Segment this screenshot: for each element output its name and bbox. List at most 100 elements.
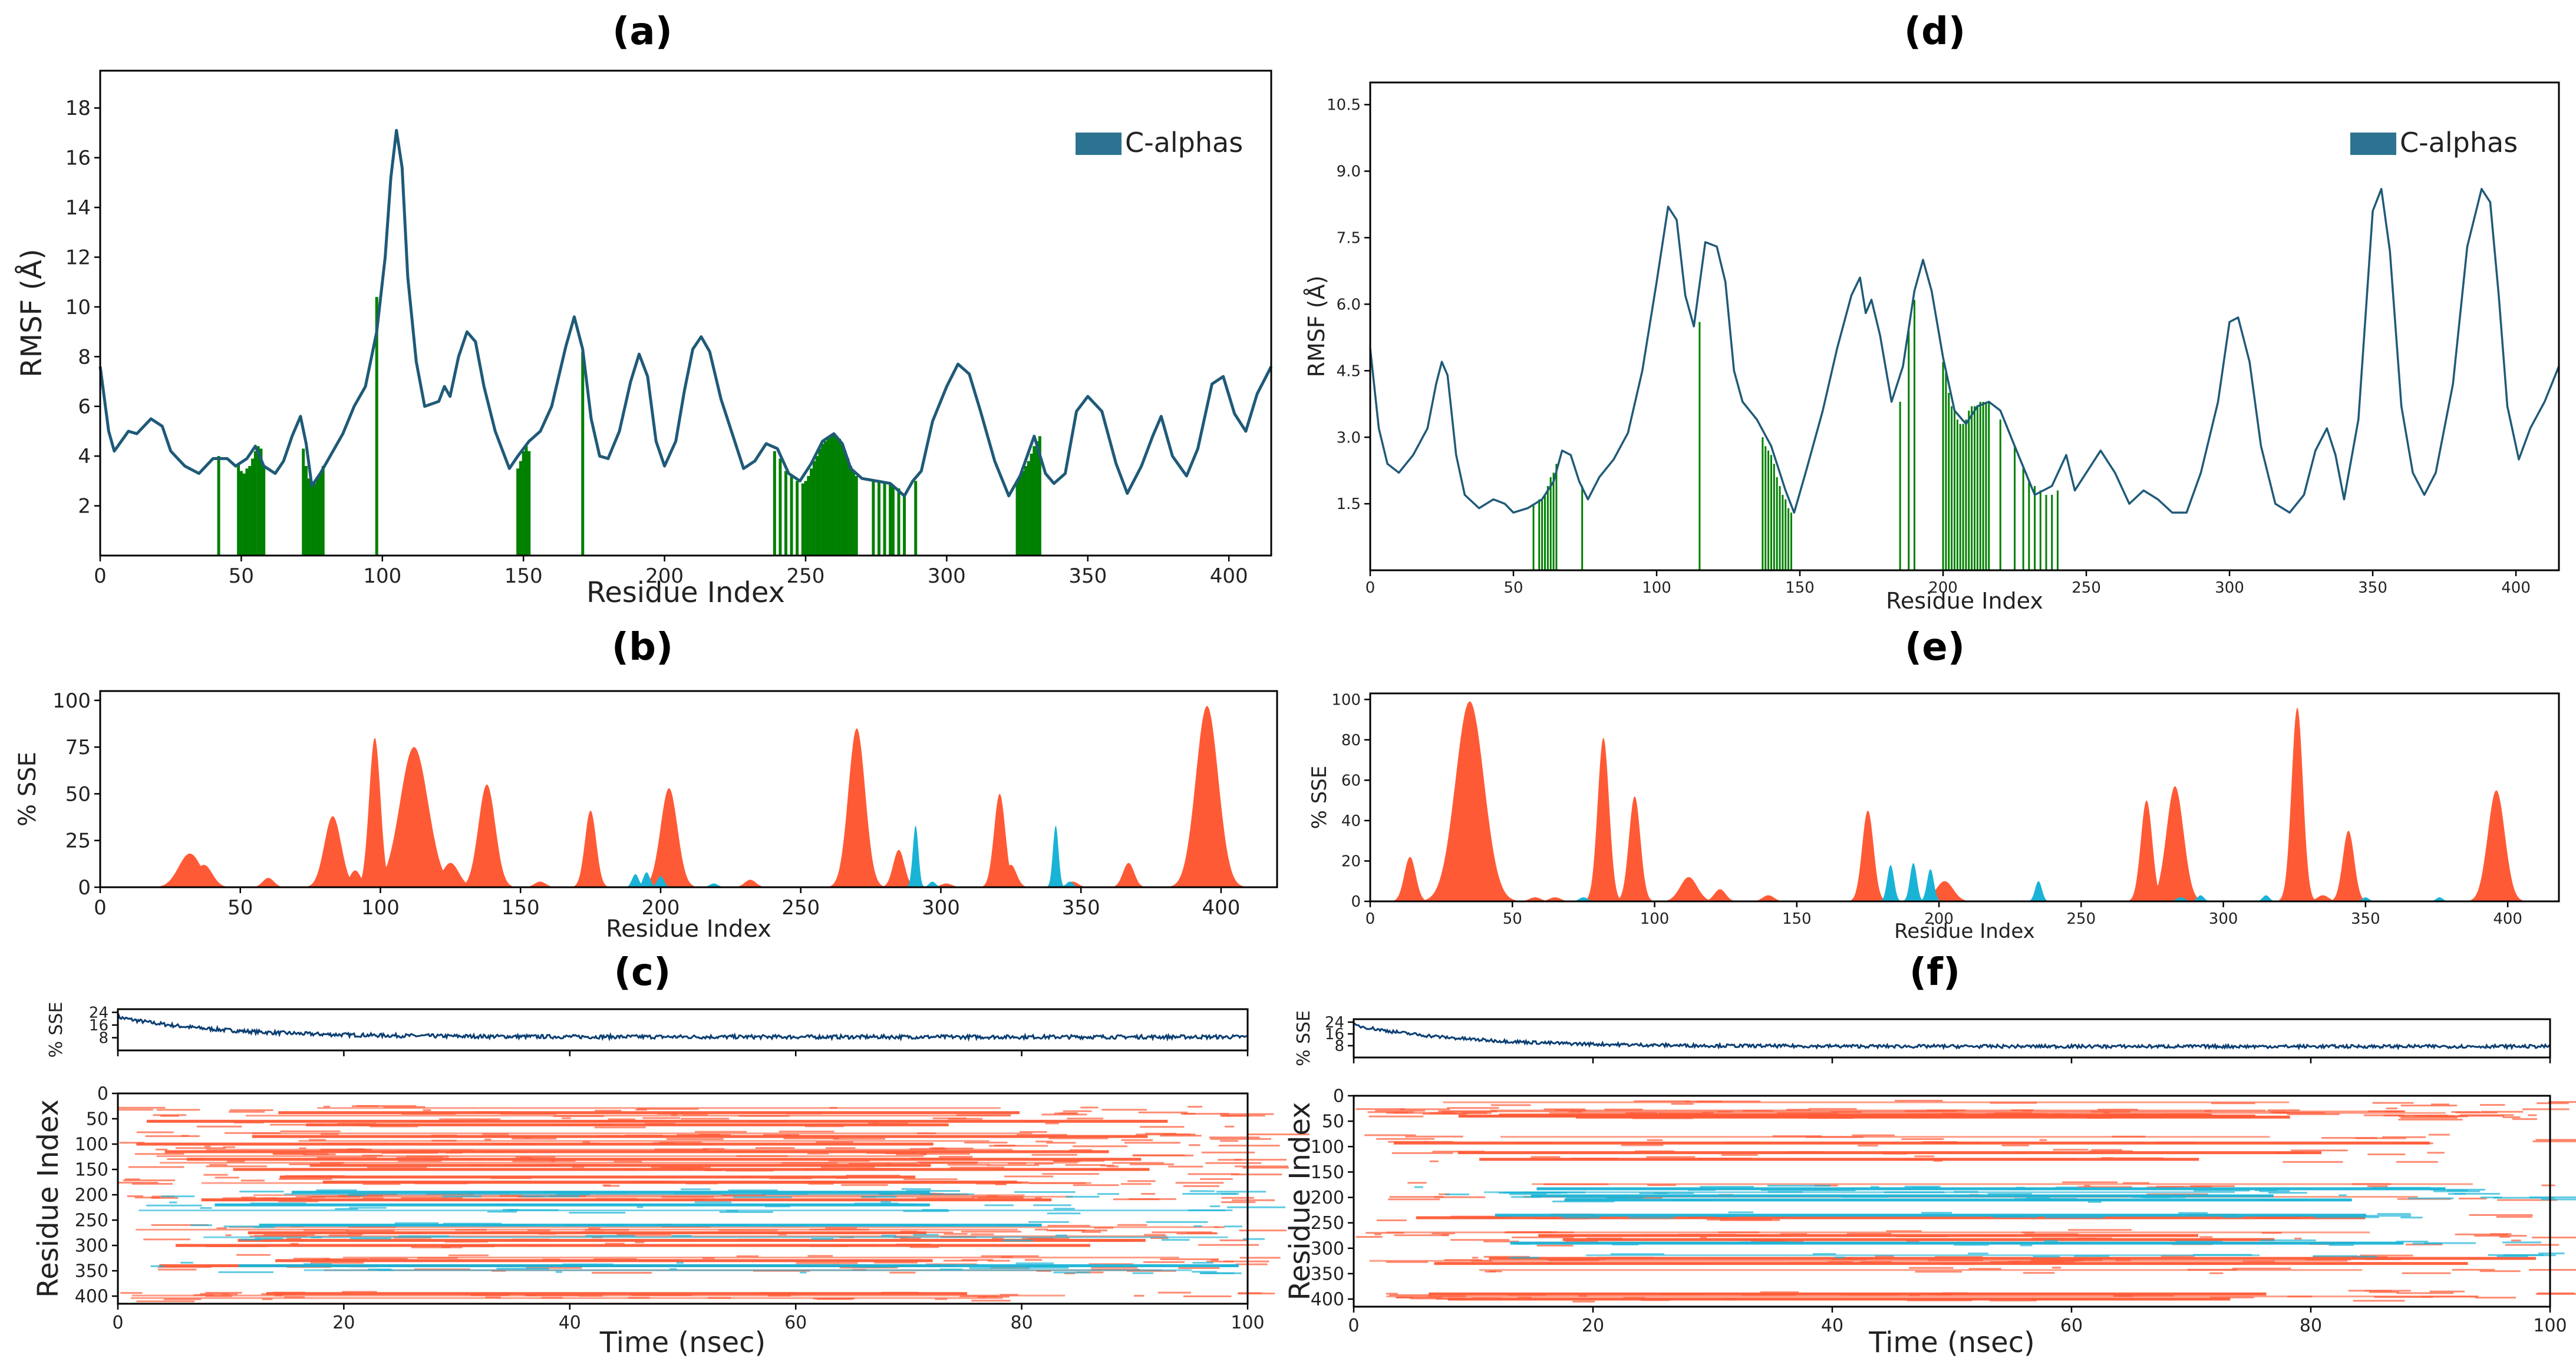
strand-mark bbox=[733, 1196, 792, 1198]
helix-mark bbox=[504, 1164, 560, 1166]
y-axis-label: % SSE bbox=[1308, 766, 1331, 829]
helix-mark bbox=[324, 1258, 368, 1260]
strand-mark bbox=[811, 1238, 834, 1240]
helix-mark bbox=[2031, 1298, 2083, 1300]
helix-mark bbox=[1986, 1113, 2047, 1115]
helix-mark bbox=[163, 1298, 202, 1300]
x-tick-label: 400 bbox=[1210, 564, 1248, 588]
strand-mark bbox=[1226, 1206, 1286, 1208]
strand-mark bbox=[1552, 1200, 1615, 1202]
helix-mark bbox=[1093, 1168, 1100, 1171]
helix-mark bbox=[1697, 1158, 1752, 1160]
helix-mark bbox=[439, 1118, 500, 1121]
strand-mark bbox=[1610, 1253, 1665, 1255]
helix-mark bbox=[1140, 1126, 1185, 1128]
helix-mark bbox=[582, 1231, 605, 1233]
helix-mark bbox=[1242, 1166, 1289, 1169]
strand-mark bbox=[1531, 1194, 2274, 1198]
helix-mark bbox=[551, 1160, 576, 1162]
helix-mark bbox=[2396, 1292, 2454, 1294]
y-tick-label: 10 bbox=[65, 296, 91, 319]
plot-frame-a bbox=[99, 70, 1272, 557]
helix-mark bbox=[981, 1255, 1039, 1257]
x-tick-label: 0 bbox=[112, 1313, 123, 1333]
strand-mark bbox=[2363, 1215, 2412, 1217]
helix-mark bbox=[2112, 1135, 2146, 1138]
helix-mark bbox=[1202, 1151, 1255, 1154]
helix-mark bbox=[459, 1245, 494, 1248]
strand-mark bbox=[1812, 1253, 1836, 1255]
helix-mark bbox=[474, 1111, 510, 1113]
helix-mark bbox=[2497, 1199, 2557, 1201]
x-tick-label: 300 bbox=[928, 564, 966, 588]
helix-mark bbox=[2398, 1115, 2461, 1118]
y-tick-label: 16 bbox=[65, 147, 91, 170]
helix-mark bbox=[2532, 1140, 2576, 1142]
helix-mark bbox=[1958, 1235, 2015, 1237]
helix-mark bbox=[405, 1232, 420, 1234]
strand-mark bbox=[238, 1264, 1239, 1267]
helix-mark bbox=[206, 1165, 267, 1168]
helix-mark bbox=[493, 1143, 535, 1145]
helix-mark bbox=[1434, 1262, 2468, 1265]
helix-mark bbox=[1028, 1238, 1054, 1240]
x-tick-label: 0 bbox=[1365, 910, 1376, 928]
helix-mark bbox=[1389, 1294, 1432, 1296]
helix-mark bbox=[1650, 1116, 1678, 1118]
helix-mark bbox=[2039, 1139, 2047, 1141]
strand-mark bbox=[2044, 1217, 2105, 1219]
helix-mark bbox=[1647, 1184, 1676, 1186]
helix-mark bbox=[810, 1245, 848, 1247]
helix-mark bbox=[1048, 1137, 1109, 1139]
x-axis-label: Time (nsec) bbox=[1868, 1326, 2035, 1359]
helix-mark bbox=[310, 1262, 364, 1264]
helix-mark bbox=[1090, 1240, 1130, 1242]
strand-mark bbox=[2088, 1201, 2102, 1203]
helix-mark bbox=[971, 1233, 994, 1235]
helix-mark bbox=[738, 1115, 790, 1117]
strand-mark bbox=[1688, 1189, 1716, 1191]
helix-mark bbox=[423, 1109, 431, 1112]
helix-mark bbox=[2267, 1109, 2300, 1112]
strand-mark bbox=[1495, 1214, 2366, 1217]
helix-mark bbox=[1832, 1258, 1867, 1261]
helix-mark bbox=[807, 1152, 829, 1155]
helix-mark bbox=[755, 1147, 795, 1149]
strand-mark bbox=[2400, 1217, 2423, 1219]
helix-mark bbox=[254, 1235, 307, 1237]
helix-mark bbox=[642, 1117, 681, 1119]
helix-mark bbox=[2429, 1290, 2465, 1293]
helix-mark bbox=[167, 1158, 203, 1160]
helix-mark bbox=[1886, 1230, 1922, 1232]
y-tick-label: 25 bbox=[65, 829, 91, 853]
legend-swatch bbox=[2350, 133, 2396, 155]
plot-frame-f-top bbox=[1353, 1018, 2551, 1059]
helix-mark bbox=[1386, 1112, 1452, 1114]
strand-mark bbox=[304, 1269, 1192, 1271]
helix-mark bbox=[1908, 1294, 1920, 1296]
helix-mark bbox=[370, 1125, 418, 1128]
helix-mark bbox=[323, 1106, 331, 1108]
strand-mark bbox=[335, 1208, 358, 1210]
helix-mark bbox=[2294, 1237, 2302, 1240]
helix-mark bbox=[1144, 1234, 1166, 1236]
helix-mark bbox=[2059, 1261, 2075, 1264]
y-tick-label: 75 bbox=[65, 736, 91, 759]
helix-mark bbox=[1388, 1141, 1429, 1143]
strand-mark bbox=[1221, 1193, 1237, 1195]
x-tick-label: 150 bbox=[502, 896, 540, 920]
helix-mark bbox=[849, 1162, 892, 1165]
helix-mark bbox=[1355, 1236, 1383, 1238]
x-tick-label: 50 bbox=[1503, 910, 1522, 928]
helix-mark bbox=[1836, 1257, 1883, 1260]
rmsf-chart-d: 0 50 100 150 200 250 300 350 400 1.5 3.0 4.5 6.0 7.5 9… bbox=[1304, 81, 2560, 614]
helix-mark bbox=[1806, 1136, 1863, 1138]
strand-mark bbox=[303, 1263, 332, 1265]
helix-mark bbox=[833, 1138, 886, 1140]
helix-mark bbox=[695, 1131, 747, 1133]
helix-mark bbox=[253, 1194, 1025, 1197]
helix-mark bbox=[143, 1238, 190, 1241]
helix-mark bbox=[405, 1155, 449, 1158]
helix-mark bbox=[401, 1113, 456, 1115]
helix-mark bbox=[441, 1246, 450, 1248]
